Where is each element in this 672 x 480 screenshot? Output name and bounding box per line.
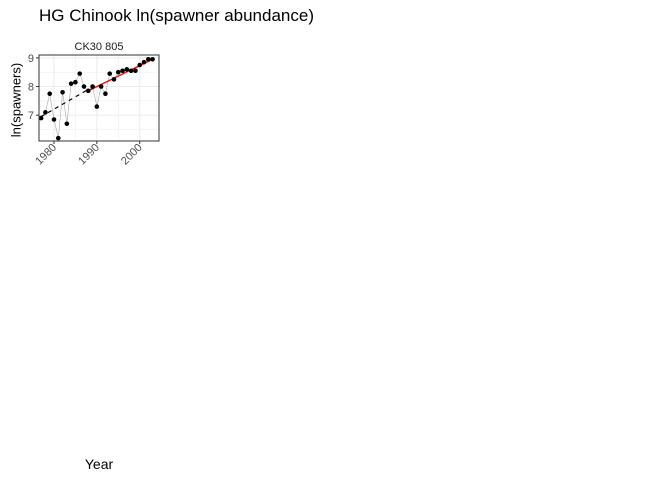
data-point xyxy=(77,71,83,76)
data-point xyxy=(55,135,61,141)
data-point xyxy=(47,91,53,96)
y-tick-label: 7 xyxy=(28,110,34,122)
data-point xyxy=(85,88,91,94)
data-point xyxy=(90,84,95,89)
chart-title: HG Chinook ln(spawner abundance) xyxy=(39,6,314,25)
trend-dashed-line xyxy=(40,88,89,118)
data-point xyxy=(128,68,134,74)
data-points xyxy=(38,57,155,141)
data-point xyxy=(60,89,65,95)
data-point xyxy=(141,59,147,65)
data-point xyxy=(133,68,138,74)
data-point xyxy=(43,110,48,115)
y-tick-label: 9 xyxy=(28,53,34,65)
data-point xyxy=(150,57,155,62)
y-tick-label: 8 xyxy=(28,82,34,94)
panel-strip-label: CK30 805 xyxy=(75,41,124,53)
x-tick-label: 2000 xyxy=(119,142,145,168)
x-axis-label: Year xyxy=(84,456,114,472)
data-point xyxy=(98,84,104,89)
data-point xyxy=(64,121,70,127)
data-point xyxy=(111,77,117,82)
data-point xyxy=(107,71,113,76)
data-point xyxy=(124,67,130,72)
data-point xyxy=(38,115,44,121)
data-point xyxy=(51,117,57,122)
data-point xyxy=(81,84,87,89)
x-tick-label: 1980 xyxy=(33,142,59,168)
data-point xyxy=(68,81,74,86)
data-point xyxy=(145,57,151,62)
panel-border xyxy=(38,54,160,142)
data-point xyxy=(94,104,100,109)
data-point xyxy=(103,91,108,96)
data-point xyxy=(137,62,143,68)
x-tick-label: 1990 xyxy=(76,142,102,168)
data-point xyxy=(115,69,121,75)
data-point xyxy=(73,79,78,85)
data-point xyxy=(120,68,125,74)
